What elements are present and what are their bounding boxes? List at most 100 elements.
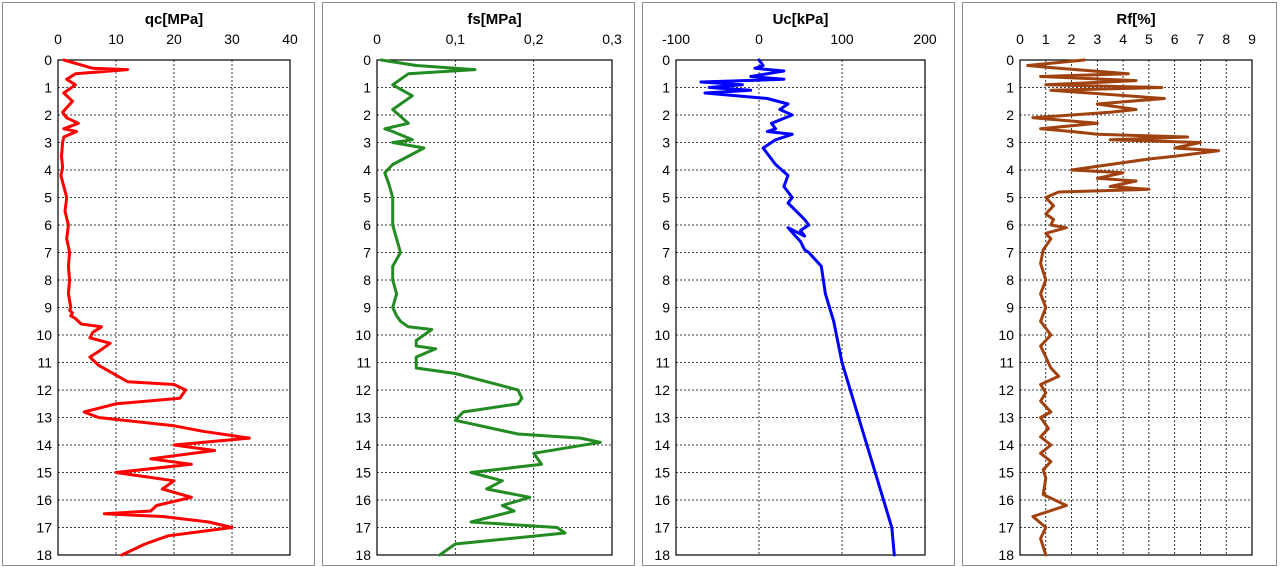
x-tick-label: 5 xyxy=(1145,31,1153,47)
x-tick-label: 0 xyxy=(755,31,763,47)
y-tick-label: 5 xyxy=(44,190,52,206)
x-tick-label: 200 xyxy=(913,31,937,47)
y-tick-label: 17 xyxy=(998,520,1014,536)
plot-area-border xyxy=(376,59,613,556)
y-tick-label: 7 xyxy=(662,245,670,261)
x-tick-label: 100 xyxy=(830,31,854,47)
y-tick-label: 13 xyxy=(355,410,371,426)
y-tick-label: 14 xyxy=(36,437,52,453)
y-tick-label: 3 xyxy=(363,135,371,151)
y-tick-label: 6 xyxy=(363,217,371,233)
x-tick-label: 4 xyxy=(1119,31,1127,47)
y-tick-label: 6 xyxy=(662,217,670,233)
y-tick-label: 9 xyxy=(662,300,670,316)
y-tick-label: 4 xyxy=(44,162,52,178)
y-tick-label: 17 xyxy=(654,520,670,536)
y-tick-label: 1 xyxy=(363,80,371,96)
y-tick-label: 15 xyxy=(36,465,52,481)
panel-rf: Rf[%]0 1 2 3 4 5 6 7 8 90123456789101112131415161… xyxy=(962,2,1277,566)
x-tick-label: 0,1 xyxy=(446,31,466,47)
plot-area-border xyxy=(1019,59,1253,556)
series-line-qc xyxy=(59,58,251,557)
y-tick-label: 7 xyxy=(44,245,52,261)
y-tick-label: 11 xyxy=(37,355,52,371)
y-tick-label: 9 xyxy=(363,300,371,316)
x-tick-label: 9 xyxy=(1248,31,1256,47)
y-tick-label: 10 xyxy=(998,327,1014,343)
y-tick-label: 0 xyxy=(44,52,52,68)
y-tick-label: 5 xyxy=(662,190,670,206)
panel-fs-mpa: fs[MPa]0 0,1 0,2 0,301234567891011121314151… xyxy=(322,2,635,566)
y-tick-label: 14 xyxy=(654,437,670,453)
x-tick-label: 0,3 xyxy=(602,31,622,47)
x-tick-label: 10 xyxy=(108,31,124,47)
series-line-rf xyxy=(1026,58,1220,557)
x-tick-label: 1 xyxy=(1042,31,1050,47)
y-tick-label: 7 xyxy=(363,245,371,261)
y-tick-label: 18 xyxy=(36,547,52,563)
y-tick-label: 17 xyxy=(36,520,52,536)
y-tick-label: 2 xyxy=(44,107,52,123)
x-tick-label: 3 xyxy=(1093,31,1101,47)
y-tick-label: 3 xyxy=(662,135,670,151)
x-tick-label: 20 xyxy=(166,31,182,47)
series-line-fs xyxy=(379,58,602,557)
y-tick-label: 16 xyxy=(36,492,52,508)
y-tick-label: 3 xyxy=(1006,135,1014,151)
panel-uc-kpa: Uc[kPa]-100 0 100 2000123456789101112131415… xyxy=(642,2,955,566)
y-tick-label: 14 xyxy=(355,437,371,453)
y-tick-label: 17 xyxy=(355,520,371,536)
y-tick-label: 11 xyxy=(999,355,1014,371)
y-tick-label: 13 xyxy=(36,410,52,426)
y-tick-label: 5 xyxy=(1006,190,1014,206)
y-tick-label: 14 xyxy=(998,437,1014,453)
y-tick-label: 10 xyxy=(654,327,670,343)
y-tick-label: 2 xyxy=(363,107,371,123)
x-tick-label: 40 xyxy=(282,31,298,47)
y-tick-label: 2 xyxy=(1006,107,1014,123)
y-tick-label: 18 xyxy=(654,547,670,563)
y-tick-label: 3 xyxy=(44,135,52,151)
y-tick-label: 13 xyxy=(998,410,1014,426)
x-tick-label: 6 xyxy=(1171,31,1179,47)
y-tick-label: 8 xyxy=(662,272,670,288)
plot-area-border xyxy=(57,59,291,556)
y-tick-label: 9 xyxy=(1006,300,1014,316)
y-tick-label: 10 xyxy=(36,327,52,343)
y-tick-label: 9 xyxy=(44,300,52,316)
y-tick-label: 0 xyxy=(1006,52,1014,68)
y-tick-label: 4 xyxy=(363,162,371,178)
panel-frame xyxy=(2,2,315,566)
y-tick-label: 0 xyxy=(363,52,371,68)
x-tick-label: 0 xyxy=(1016,31,1024,47)
y-tick-label: 5 xyxy=(363,190,371,206)
y-tick-label: 7 xyxy=(1006,245,1014,261)
y-tick-label: 1 xyxy=(44,80,52,96)
chart-title: Uc[kPa] xyxy=(773,11,829,28)
y-tick-label: 4 xyxy=(1006,162,1014,178)
y-tick-label: 6 xyxy=(44,217,52,233)
plot-area-border xyxy=(675,59,926,556)
chart-title: fs[MPa] xyxy=(467,11,521,28)
series-line-uc xyxy=(699,58,896,557)
y-tick-label: 8 xyxy=(1006,272,1014,288)
x-tick-label: -100 xyxy=(662,31,690,47)
y-tick-label: 18 xyxy=(998,547,1014,563)
x-tick-label: 2 xyxy=(1068,31,1076,47)
chart-title: Rf[%] xyxy=(1116,11,1155,28)
x-tick-label: 30 xyxy=(224,31,240,47)
panel-qc-mpa: qc[MPa]0 10 20 30 40012345678910111213141516… xyxy=(2,2,315,566)
y-tick-label: 1 xyxy=(662,80,670,96)
y-tick-label: 16 xyxy=(998,492,1014,508)
y-tick-label: 12 xyxy=(355,382,371,398)
y-tick-label: 15 xyxy=(998,465,1014,481)
x-tick-label: 0,2 xyxy=(524,31,544,47)
y-tick-label: 11 xyxy=(655,355,670,371)
y-tick-label: 6 xyxy=(1006,217,1014,233)
x-tick-label: 8 xyxy=(1222,31,1230,47)
y-tick-label: 2 xyxy=(662,107,670,123)
y-tick-label: 16 xyxy=(654,492,670,508)
y-tick-label: 8 xyxy=(363,272,371,288)
x-tick-label: 0 xyxy=(54,31,62,47)
